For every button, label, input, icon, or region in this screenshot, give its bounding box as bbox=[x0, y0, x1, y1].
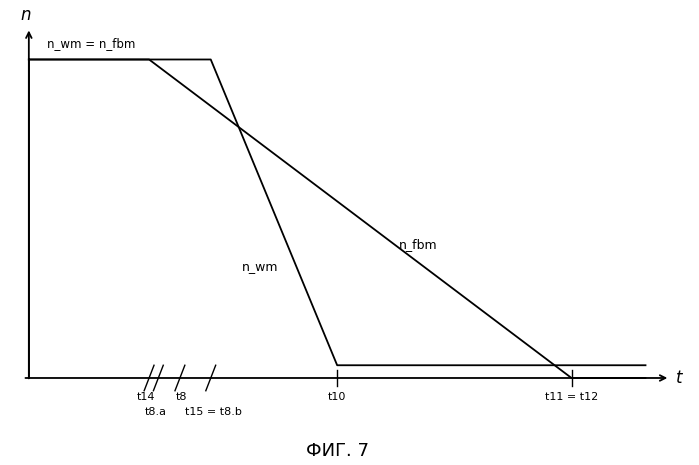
Text: n_wm: n_wm bbox=[242, 260, 278, 273]
Text: n: n bbox=[20, 7, 31, 25]
Text: t15 = t8.b: t15 = t8.b bbox=[185, 407, 243, 417]
Text: t10: t10 bbox=[328, 392, 346, 402]
Text: t8.a: t8.a bbox=[144, 407, 166, 417]
Text: t11 = t12: t11 = t12 bbox=[545, 392, 598, 402]
Text: ФИГ. 7: ФИГ. 7 bbox=[305, 442, 368, 460]
Text: t14: t14 bbox=[137, 392, 155, 402]
Text: n_fbm: n_fbm bbox=[399, 238, 438, 251]
Text: t8: t8 bbox=[176, 392, 187, 402]
Text: t: t bbox=[677, 369, 683, 387]
Text: n_wm = n_fbm: n_wm = n_fbm bbox=[48, 37, 136, 50]
